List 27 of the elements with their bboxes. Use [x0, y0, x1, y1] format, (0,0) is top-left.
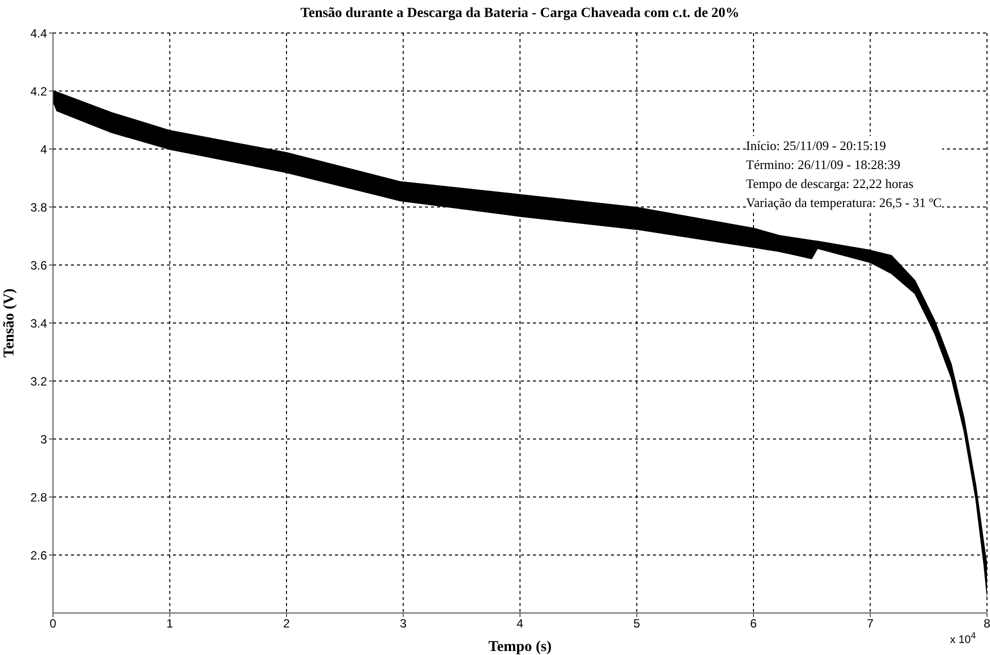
x-tick-label: 3	[400, 616, 407, 631]
x-tick-label: 4	[516, 616, 524, 631]
y-tick-label: 2.8	[30, 490, 48, 504]
y-tick-label: 4.2	[30, 84, 48, 98]
x-tick-label: 0	[50, 616, 57, 631]
x-tick-label: 2	[283, 616, 290, 631]
y-tick-label: 3.4	[30, 316, 48, 330]
annotation: Tempo de descarga: 22,22 horas	[746, 176, 914, 191]
y-tick-label: 3.6	[30, 258, 48, 272]
y-tick-label: 3.8	[30, 200, 48, 214]
annotation: Variação da temperatura: 26,5 - 31 ºC	[746, 195, 942, 210]
y-axis-title: Tensão (V)	[1, 288, 18, 358]
y-tick-label: 2.6	[30, 548, 48, 562]
x-tick-label: 5	[633, 616, 640, 631]
y-tick-label: 4.4	[30, 26, 48, 40]
annotation: Início: 25/11/09 - 20:15:19	[746, 138, 886, 153]
x-tick-label: 7	[866, 616, 874, 631]
x-tick-label: 1	[166, 616, 174, 631]
y-tick-label: 3.2	[30, 374, 48, 388]
annotation: Término: 26/11/09 - 18:28:39	[746, 157, 900, 172]
x-tick-label: 6	[750, 616, 758, 631]
x-axis-title: Tempo (s)	[488, 639, 552, 655]
y-tick-label: 4	[40, 142, 48, 156]
x-tick-label: 8	[984, 616, 990, 631]
chart-title: Tensão durante a Descarga da Bateria - Carga Chaveada com c.t. de 20%	[300, 6, 740, 22]
text: x 10$^{4}$	[950, 630, 976, 646]
y-tick-label: 3	[40, 432, 48, 446]
